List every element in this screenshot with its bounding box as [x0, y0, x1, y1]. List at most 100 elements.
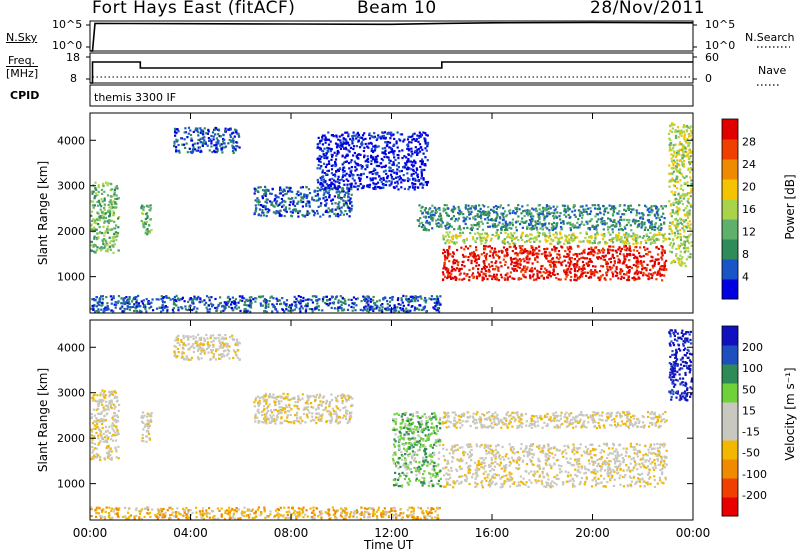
power-scatter-cell [651, 223, 654, 226]
power-scatter-cell [337, 205, 340, 208]
power-scatter-cell [488, 274, 491, 277]
power-scatter-cell [687, 156, 690, 159]
power-scatter-cell [550, 265, 553, 268]
power-scatter-cell [420, 177, 423, 180]
power-scatter-cell [547, 273, 550, 276]
power-scatter-cell [406, 138, 410, 141]
power-scatter-cell [420, 207, 423, 210]
power-scatter-cell [411, 300, 414, 303]
power-scatter-cell [364, 296, 367, 299]
power-scatter-cell [210, 134, 213, 138]
power-scatter-cell [298, 301, 301, 304]
power-scatter-cell [348, 187, 351, 190]
power-scatter-cell [641, 217, 645, 220]
velocity-scatter-cell [146, 412, 149, 415]
power-scatter-cell [603, 255, 606, 258]
power-scatter-cell [215, 143, 218, 146]
power-scatter-cell [604, 278, 607, 281]
power-scatter-cell [316, 186, 319, 189]
power-scatter-cell [421, 169, 424, 172]
power-scatter-cell [464, 255, 467, 258]
power-scatter-cell [404, 162, 407, 165]
power-scatter-cell [499, 231, 503, 235]
power-scatter-cell [662, 268, 666, 271]
power-scatter-cell [375, 182, 378, 186]
power-scatter-cell [403, 166, 407, 169]
power-scatter-cell [217, 303, 220, 306]
power-scatter-cell [237, 306, 240, 309]
power-scatter-cell [356, 297, 359, 300]
power-scatter-cell [98, 225, 101, 229]
power-scatter-cell [600, 221, 603, 224]
power-scatter-cell [395, 172, 399, 175]
power-scatter-cell [617, 248, 620, 251]
power-scatter-cell [585, 211, 588, 214]
power-scatter-cell [93, 221, 96, 224]
power-scatter-cell [401, 178, 404, 181]
power-scatter-cell [101, 247, 104, 250]
power-scatter-cell [596, 213, 599, 216]
power-scatter-cell [690, 244, 693, 247]
power-scatter-cell [471, 236, 475, 239]
power-scatter-cell [434, 305, 437, 308]
power-scatter-cell [281, 201, 284, 204]
velocity-scatter-cell [92, 456, 95, 459]
power-scatter-cell [117, 226, 120, 229]
power-scatter-cell [272, 211, 275, 214]
power-scatter-cell [473, 252, 476, 255]
power-scatter-cell [105, 181, 108, 184]
power-scatter-cell [422, 306, 425, 309]
power-scatter-cell [112, 212, 115, 215]
power-scatter-cell [204, 142, 207, 145]
power-scatter-cell [294, 208, 298, 211]
power-scatter-cell [360, 141, 364, 144]
power-scatter-cell [331, 182, 334, 185]
power-scatter-cell [476, 231, 480, 234]
power-scatter-cell [472, 275, 475, 278]
power-scatter-cell [552, 270, 555, 273]
power-scatter-cell [397, 166, 400, 169]
power-scatter-cell [614, 225, 617, 228]
power-scatter-cell [442, 210, 445, 213]
power-scatter-cell [565, 255, 568, 258]
power-scatter-cell [690, 205, 693, 208]
power-scatter-cell [587, 227, 590, 230]
power-scatter-cell [525, 233, 528, 237]
power-scatter-cell [369, 305, 372, 308]
power-scatter-cell [264, 205, 267, 208]
power-scatter-cell [483, 251, 486, 254]
power-scatter-cell [104, 239, 107, 242]
power-scatter-cell [222, 309, 225, 312]
power-scatter-cell [462, 227, 465, 230]
power-scatter-cell [372, 156, 375, 159]
power-scatter-cell [374, 159, 377, 162]
power-scatter-cell [109, 295, 112, 298]
power-scatter-cell [243, 303, 246, 306]
power-scatter-cell [415, 167, 418, 170]
power-scatter-cell [298, 210, 302, 213]
power-scatter-cell [118, 216, 121, 219]
power-scatter-cell [685, 130, 688, 133]
power-scatter-cell [641, 212, 644, 215]
power-scatter-cell [638, 277, 641, 280]
power-scatter-cell [405, 307, 408, 310]
power-scatter-cell [594, 207, 597, 210]
velocity-scatter-cell [117, 432, 120, 435]
power-scatter-cell [330, 158, 333, 161]
power-scatter-cell [604, 242, 607, 245]
power-scatter-cell [644, 226, 647, 229]
power-scatter-cell [109, 245, 112, 248]
power-scatter-cell [219, 135, 222, 138]
power-scatter-cell [425, 228, 428, 231]
power-scatter-cell [419, 165, 422, 168]
power-scatter-cell [554, 208, 557, 211]
power-scatter-cell [389, 173, 393, 176]
power-scatter-cell [448, 223, 451, 226]
power-scatter-cell [643, 223, 646, 226]
power-scatter-cell [467, 204, 470, 207]
power-scatter-cell [331, 134, 334, 137]
power-scatter-cell [421, 158, 424, 161]
power-scatter-cell [441, 271, 445, 274]
power-scatter-cell [538, 232, 541, 235]
power-scatter-cell [619, 250, 622, 253]
